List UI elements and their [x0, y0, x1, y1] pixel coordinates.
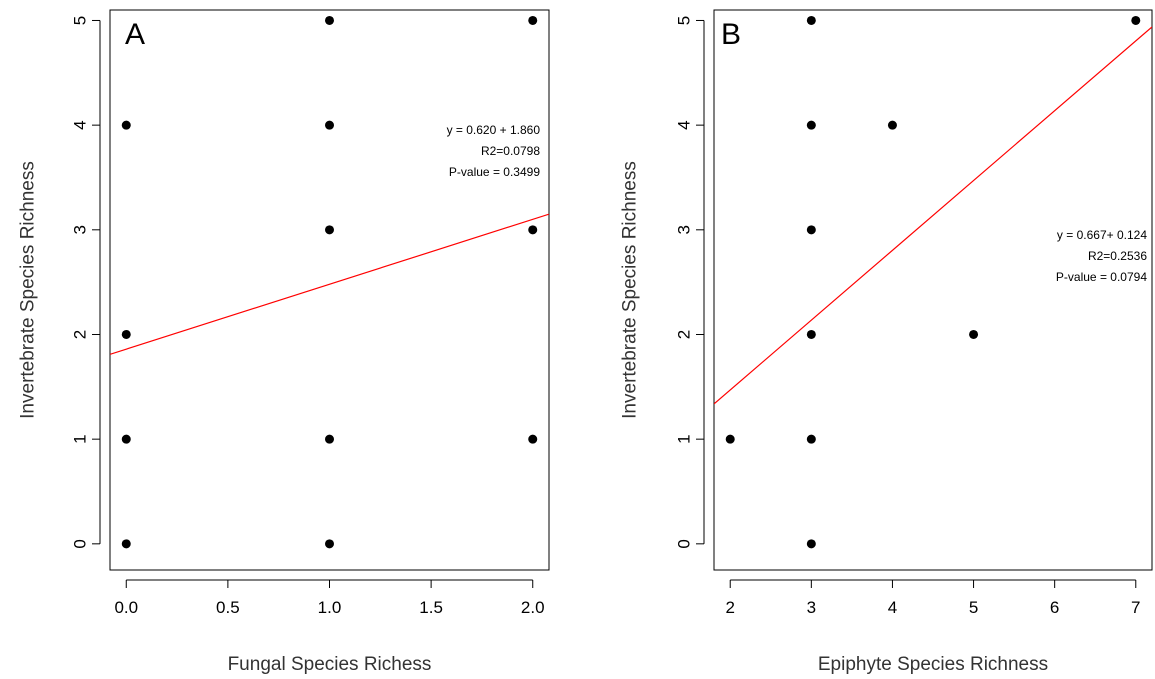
panel-a-regression-line [110, 213, 549, 355]
panel-a-y-tick-label: 2 [71, 330, 90, 339]
panel-a-annotation-line: P-value = 0.3499 [449, 165, 540, 179]
panel-a-data-point [528, 434, 538, 444]
panel-a-y-tick-label: 3 [71, 225, 90, 234]
panel-a-y-tick-label: 0 [71, 539, 90, 548]
panel-b-y-tick-label: 1 [675, 434, 694, 443]
panel-a-y-tick-label: 1 [71, 434, 90, 443]
panel-a-plot-frame [109, 9, 550, 571]
panel-a-y-tick-label: 4 [71, 120, 90, 129]
panel-a-data-point [325, 15, 334, 25]
panel-b-annotation-line: y = 0.667+ 0.124 [1057, 228, 1147, 242]
panel-a-data-point [121, 434, 131, 444]
panel-b-y-tick-label: 5 [675, 16, 694, 25]
panel-a-y-tick-label: 5 [71, 16, 90, 25]
panel-b-data-point [969, 329, 979, 339]
panel-b-y-axis-title: Invertebrate Species Richness [620, 161, 641, 419]
panel-a-y-axis-title: Invertebrate Species Richness [18, 161, 39, 419]
panel-a-data-point [325, 434, 334, 444]
panel-b-y-tick-label: 3 [675, 225, 694, 234]
panel-b-panel-label: B [721, 18, 741, 51]
panel-b-annotation-line: R2=0.2536 [1088, 249, 1147, 263]
panel-b-data-point [806, 120, 816, 130]
panel-a-x-tick-label: 1.5 [419, 598, 443, 617]
panel-a-annotation-line: R2=0.0798 [481, 144, 540, 158]
panel-a-x-tick-label: 1.0 [318, 598, 342, 617]
panel-b-x-tick-label: 2 [725, 598, 734, 617]
panel-a: 0.0 0.5 1.0 1.5 2.0 0 1 2 3 4 5 Fungal Species Rich… [18, 9, 550, 675]
panel-b-annotation-line: P-value = 0.0794 [1056, 270, 1147, 284]
panel-b-data-point [806, 225, 816, 235]
panel-b: 2 3 4 5 6 7 0 1 2 3 4 5 Epiphyte Species Richness Inv… [620, 9, 1153, 675]
panel-b-x-axis-title: Epiphyte Species Richness [818, 654, 1048, 675]
panel-a-data-point [121, 329, 131, 339]
panel-b-y-tick-label: 4 [675, 120, 694, 129]
panel-b-data-point [1131, 15, 1141, 25]
panel-b-x-tick-label: 7 [1131, 598, 1140, 617]
panel-b-x-tick-label: 4 [888, 598, 897, 617]
panel-b-data-point [887, 120, 897, 130]
panel-a-data-point [325, 120, 334, 130]
panel-b-x-tick-label: 3 [807, 598, 816, 617]
panel-b-data-point [806, 434, 816, 444]
panel-b-regression-line [714, 26, 1152, 405]
panel-b-data-point [806, 15, 816, 25]
panel-a-data-point [325, 225, 334, 235]
panel-b-data-point [806, 539, 816, 549]
panel-a-data-point [121, 120, 131, 130]
panel-b-x-tick-label: 5 [969, 598, 978, 617]
panel-a-x-tick-label: 2.0 [521, 598, 545, 617]
panel-a-annotation-line: y = 0.620 + 1.860 [447, 123, 541, 137]
panel-b-data-point [806, 329, 816, 339]
panel-b-y-tick-label: 2 [675, 330, 694, 339]
panel-b-plot-frame [713, 9, 1153, 571]
panel-a-x-axis-title: Fungal Species Richess [228, 654, 432, 675]
panel-a-data-point [528, 15, 538, 25]
panel-b-x-tick-label: 6 [1050, 598, 1059, 617]
panel-a-data-point [121, 539, 131, 549]
panel-a-x-tick-label: 0.5 [216, 598, 240, 617]
panel-b-data-point [725, 434, 735, 444]
panel-b-y-tick-label: 0 [675, 539, 694, 548]
panel-a-panel-label: A [125, 18, 145, 51]
panel-a-data-point [325, 539, 334, 549]
panel-a-data-point [528, 225, 538, 235]
panel-a-x-tick-label: 0.0 [114, 598, 138, 617]
